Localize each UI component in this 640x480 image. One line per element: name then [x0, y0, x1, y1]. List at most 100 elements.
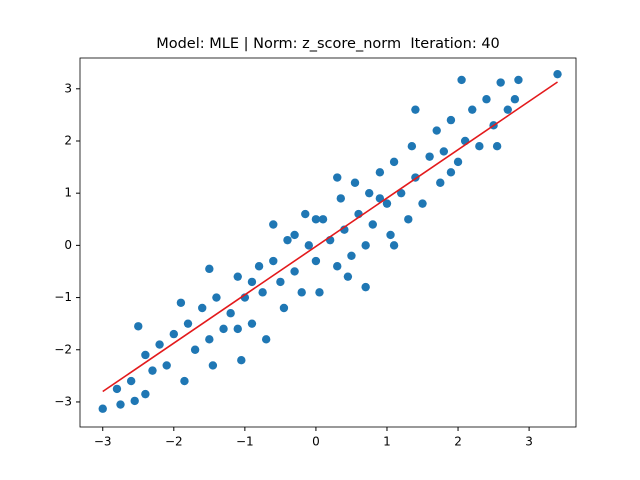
point [261, 335, 271, 344]
point [141, 350, 150, 360]
point [418, 199, 427, 208]
x-tick-label: 2 [454, 435, 462, 449]
point [336, 194, 345, 203]
point [457, 75, 466, 85]
point [446, 168, 456, 177]
point [226, 309, 235, 318]
point [311, 256, 321, 266]
point [208, 361, 218, 370]
x-tick-label: 1 [383, 435, 391, 449]
point [425, 152, 434, 161]
point [482, 95, 491, 104]
chart-title: Model: MLE | Norm: z_score_norm Iteratio… [156, 36, 500, 52]
point [237, 355, 246, 365]
point [134, 322, 143, 331]
point [112, 384, 122, 394]
point [432, 126, 441, 135]
point [247, 319, 257, 328]
point [297, 288, 306, 297]
point [290, 230, 299, 240]
y-tick-label: −3 [54, 394, 72, 408]
point [389, 241, 399, 250]
fit-line [102, 81, 558, 393]
point [510, 95, 520, 104]
point [219, 324, 228, 334]
point [407, 142, 417, 151]
x-tick-label: −3 [94, 435, 112, 449]
point [162, 361, 171, 370]
point [276, 277, 285, 287]
point [368, 220, 377, 229]
point [290, 267, 299, 276]
point [254, 262, 264, 271]
point [365, 188, 374, 198]
point [375, 168, 385, 177]
point [130, 396, 139, 406]
point [190, 345, 200, 354]
x-tick-label: 3 [525, 435, 533, 449]
point [553, 69, 562, 79]
point [396, 188, 406, 198]
point [247, 277, 257, 287]
point [233, 272, 242, 281]
point [411, 105, 420, 114]
point [98, 404, 107, 413]
point [183, 319, 193, 328]
point [148, 366, 157, 375]
point [350, 178, 360, 187]
point [301, 209, 310, 219]
axes-frame [79, 57, 577, 428]
point [404, 215, 413, 224]
point [311, 215, 321, 224]
point [269, 256, 278, 266]
point [514, 75, 523, 85]
y-tick-label: 0 [64, 238, 72, 252]
point [503, 105, 512, 114]
point [468, 105, 477, 114]
point [453, 157, 463, 167]
point [333, 173, 342, 182]
point [347, 251, 356, 261]
point [361, 282, 370, 292]
y-tick-label: 1 [64, 186, 72, 200]
point [492, 142, 502, 151]
point [269, 220, 278, 229]
point [233, 324, 242, 334]
point [126, 376, 136, 386]
point [375, 194, 385, 203]
point [389, 157, 399, 167]
point [315, 288, 324, 297]
point [475, 142, 484, 151]
point [205, 335, 214, 344]
point [155, 340, 164, 349]
y-tick-label: −1 [54, 290, 72, 304]
point [496, 78, 505, 87]
x-tick-label: −2 [165, 435, 183, 449]
point [169, 329, 178, 339]
point [436, 178, 445, 187]
point [283, 235, 292, 245]
point [343, 272, 353, 281]
y-tick-label: −2 [54, 342, 72, 356]
point [180, 376, 189, 386]
x-tick-label: −1 [236, 435, 254, 449]
point [318, 215, 328, 224]
point [304, 241, 314, 250]
point [333, 262, 342, 271]
point [116, 400, 125, 409]
y-tick-label: 3 [64, 81, 72, 95]
point [386, 230, 395, 240]
x-tick-label: 0 [312, 435, 320, 449]
point [258, 288, 267, 297]
point [141, 389, 150, 399]
point [439, 147, 449, 156]
point [198, 303, 207, 313]
y-tick-label: 2 [64, 133, 72, 147]
point [279, 303, 289, 313]
point [361, 241, 370, 250]
point [212, 293, 221, 302]
point [382, 199, 392, 208]
